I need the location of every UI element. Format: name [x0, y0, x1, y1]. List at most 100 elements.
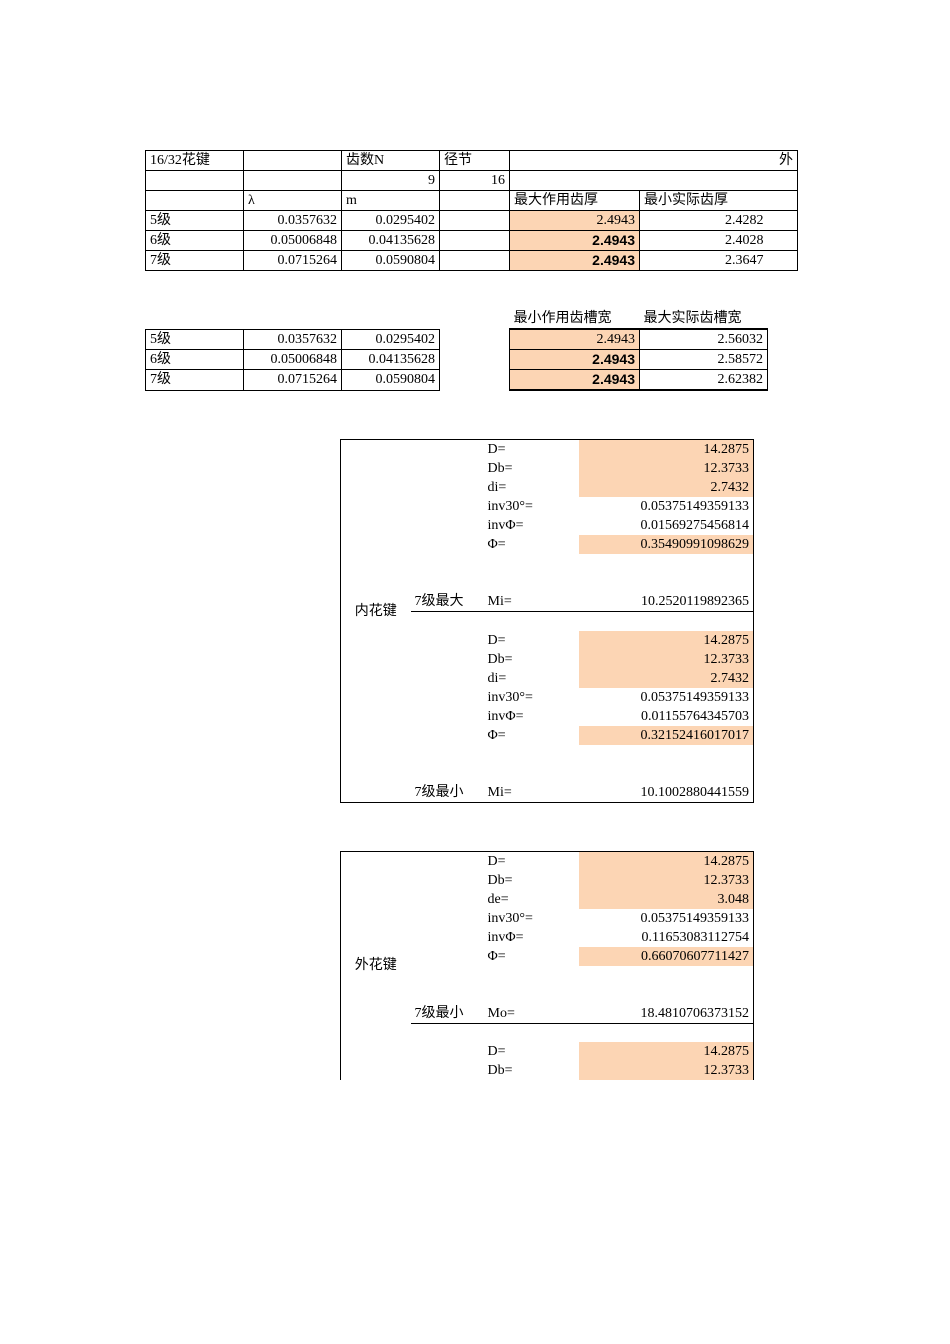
cell	[146, 309, 244, 329]
internal-spline-block: 内花键 D= 14.2875 Db= 12.3733 di= 2.7432 in…	[340, 439, 754, 803]
cell	[484, 554, 579, 573]
max-eff-cell: 2.4943	[510, 211, 640, 231]
teeth-value: 9	[342, 171, 440, 191]
cell	[411, 890, 484, 909]
level-cell: 5级	[146, 211, 244, 231]
param-key: inv30°=	[484, 497, 579, 516]
m-cell: 0.04135628	[342, 350, 440, 370]
level-cell: 7级	[146, 370, 244, 391]
cell	[411, 1042, 484, 1061]
table-row: 5级 0.0357632 0.0295402 2.4943 2.4282	[146, 211, 798, 231]
param-key: inv30°=	[484, 688, 579, 707]
param-key: invΦ=	[484, 707, 579, 726]
param-key: invΦ=	[484, 516, 579, 535]
cell	[244, 151, 342, 171]
cell	[579, 554, 754, 573]
level-cell: 6级	[146, 350, 244, 370]
outer-label: 外	[768, 151, 798, 171]
param-value: 0.01155764345703	[579, 707, 754, 726]
cell	[411, 1023, 484, 1042]
cell	[440, 251, 510, 271]
min-eff-cell: 2.4943	[510, 370, 640, 391]
min-act-cell: 2.4028	[640, 231, 768, 251]
min-eff-slot-label: 最小作用齿槽宽	[510, 309, 640, 329]
cell	[411, 554, 484, 573]
cell	[244, 309, 342, 329]
param-value: 12.3733	[579, 1061, 754, 1080]
cell	[440, 370, 510, 391]
param-key: D=	[484, 631, 579, 650]
mi-value: 10.1002880441559	[579, 783, 754, 803]
cell	[411, 947, 484, 966]
cell	[440, 350, 510, 370]
max-eff-cell: 2.4943	[510, 251, 640, 271]
param-key: di=	[484, 478, 579, 497]
level-cell: 5级	[146, 329, 244, 350]
cell	[342, 309, 440, 329]
m-cell: 0.0295402	[342, 329, 440, 350]
min-eff-cell: 2.4943	[510, 350, 640, 370]
param-key: invΦ=	[484, 928, 579, 947]
param-value: 12.3733	[579, 871, 754, 890]
lambda-cell: 0.05006848	[244, 350, 342, 370]
cell	[484, 745, 579, 764]
m-cell: 0.0590804	[342, 370, 440, 391]
cell	[411, 440, 484, 460]
spline-label: 16/32花键	[146, 151, 244, 171]
param-key: inv30°=	[484, 909, 579, 928]
internal-spline-title: 内花键	[341, 440, 411, 783]
param-key: Db=	[484, 871, 579, 890]
param-value: 14.2875	[579, 631, 754, 650]
spline-table-2: 最小作用齿槽宽 最大实际齿槽宽 5级 0.0357632 0.0295402 2…	[145, 309, 768, 391]
param-key: D=	[484, 1042, 579, 1061]
max-act-cell: 2.56032	[640, 329, 768, 350]
cell	[768, 171, 798, 191]
param-value: 0.05375149359133	[579, 497, 754, 516]
teeth-count-label: 齿数N	[342, 151, 440, 171]
param-key: D=	[484, 440, 579, 460]
max-act-cell: 2.58572	[640, 350, 768, 370]
cell	[411, 764, 484, 783]
lambda-cell: 0.0357632	[244, 211, 342, 231]
param-value: 14.2875	[579, 1042, 754, 1061]
cell	[510, 151, 640, 171]
spline-table-1: 16/32花键 齿数N 径节 外 9 16 λ m 最大作用齿厚 最小实际齿厚	[145, 150, 798, 271]
cell	[411, 535, 484, 554]
cell	[411, 726, 484, 745]
mo-label: Mo=	[484, 1004, 579, 1024]
cell	[244, 171, 342, 191]
param-key: Db=	[484, 1061, 579, 1080]
param-value: 12.3733	[579, 650, 754, 669]
mi-label: Mi=	[484, 783, 579, 803]
cell	[411, 688, 484, 707]
param-key: D=	[484, 851, 579, 871]
cell	[411, 909, 484, 928]
max-act-slot-label: 最大实际齿槽宽	[640, 309, 768, 329]
m-cell: 0.0590804	[342, 251, 440, 271]
param-key: de=	[484, 890, 579, 909]
cell	[484, 612, 579, 631]
cell	[579, 745, 754, 764]
group-label: 7级最小	[411, 1004, 484, 1024]
param-key: di=	[484, 669, 579, 688]
param-value: 0.35490991098629	[579, 535, 754, 554]
level-cell: 6级	[146, 231, 244, 251]
cell	[484, 1023, 579, 1042]
param-value: 0.05375149359133	[579, 909, 754, 928]
min-act-thickness-label: 最小实际齿厚	[640, 191, 768, 211]
max-act-cell: 2.62382	[640, 370, 768, 391]
min-eff-cell: 2.4943	[510, 329, 640, 350]
param-key: Φ=	[484, 947, 579, 966]
param-value: 2.7432	[579, 478, 754, 497]
cell	[768, 231, 798, 251]
cell	[411, 1061, 484, 1080]
cell	[484, 966, 579, 985]
cell	[411, 497, 484, 516]
cell	[411, 631, 484, 650]
cell	[146, 171, 244, 191]
cell	[579, 573, 754, 592]
param-value: 14.2875	[579, 851, 754, 871]
cell	[411, 612, 484, 631]
cell	[579, 966, 754, 985]
mi-label: Mi=	[484, 592, 579, 612]
